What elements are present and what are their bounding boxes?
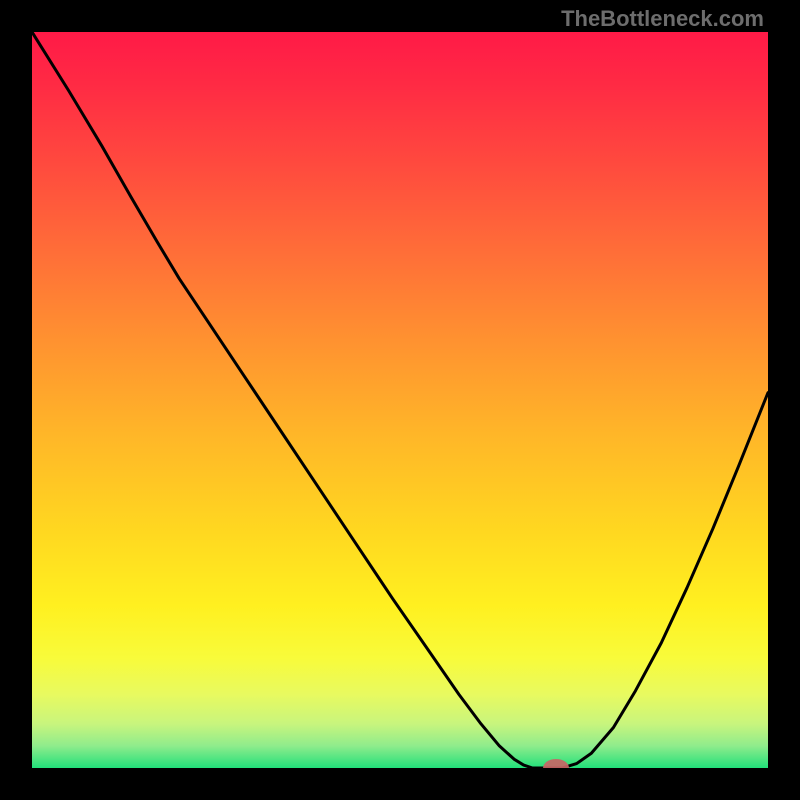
chart-frame: TheBottleneck.com	[0, 0, 800, 800]
watermark-text: TheBottleneck.com	[561, 6, 764, 32]
plot-area	[32, 32, 768, 768]
gradient-background	[32, 32, 768, 768]
gradient-chart-svg	[32, 32, 768, 768]
